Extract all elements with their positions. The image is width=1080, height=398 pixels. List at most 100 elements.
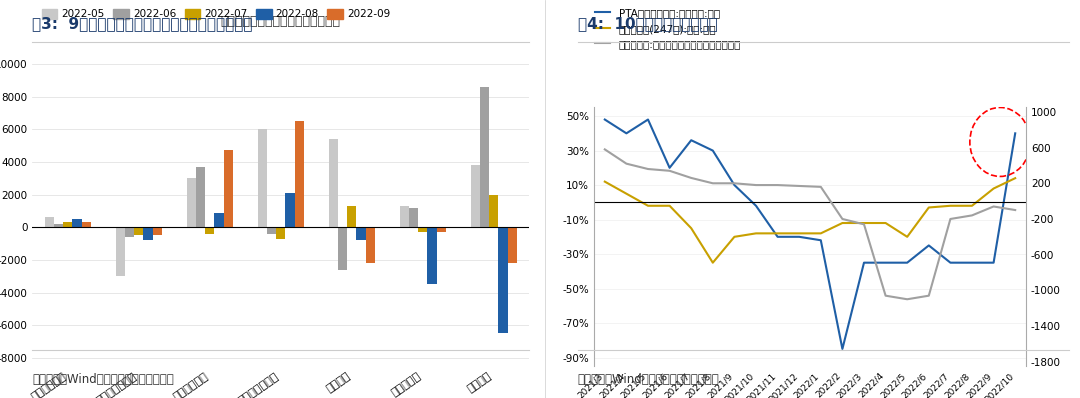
Bar: [471, 165, 480, 227]
Bar: [295, 121, 303, 227]
地铁客运量:上海同比增加（万人次，右轴）: [793, 183, 806, 188]
Bar: [428, 227, 436, 285]
Bar: [347, 206, 356, 227]
Line: 地铁客运量:上海同比增加（万人次，右轴）: 地铁客运量:上海同比增加（万人次，右轴）: [605, 149, 1015, 299]
地铁客运量:上海同比增加（万人次，右轴）: [836, 217, 849, 221]
PTA产业链负荷率:江浙织机:同比: [750, 203, 762, 208]
Line: PTA产业链负荷率:江浙织机:同比: PTA产业链负荷率:江浙织机:同比: [605, 119, 1015, 349]
PTA产业链负荷率:江浙织机:同比: [771, 234, 784, 239]
高炉开工率(247家):全国:同比: [901, 234, 914, 239]
高炉开工率(247家):全国:同比: [750, 231, 762, 236]
Bar: [44, 217, 54, 227]
PTA产业链负荷率:江浙织机:同比: [598, 117, 611, 122]
Bar: [508, 227, 516, 263]
地铁客运量:上海同比增加（万人次，右轴）: [858, 222, 870, 227]
Bar: [144, 227, 152, 240]
Text: 图3:  9月社融结构：企业长短期贷款继续明显回升: 图3: 9月社融结构：企业长短期贷款继续明显回升: [32, 16, 253, 31]
Bar: [215, 213, 224, 227]
PTA产业链负荷率:江浙织机:同比: [1009, 131, 1022, 136]
Bar: [224, 150, 233, 227]
地铁客运量:上海同比增加（万人次，右轴）: [1009, 208, 1022, 213]
PTA产业链负荷率:江浙织机:同比: [685, 138, 698, 142]
Bar: [134, 227, 144, 236]
Bar: [54, 224, 64, 227]
PTA产业链负荷率:江浙织机:同比: [944, 260, 957, 265]
Bar: [258, 129, 267, 227]
Bar: [409, 208, 418, 227]
高炉开工率(247家):全国:同比: [922, 205, 935, 210]
高炉开工率(247家):全国:同比: [706, 260, 719, 265]
高炉开工率(247家):全国:同比: [663, 203, 676, 208]
高炉开工率(247家):全国:同比: [836, 220, 849, 225]
高炉开工率(247家):全国:同比: [987, 186, 1000, 191]
PTA产业链负荷率:江浙织机:同比: [987, 260, 1000, 265]
PTA产业链负荷率:江浙织机:同比: [663, 166, 676, 170]
地铁客运量:上海同比增加（万人次，右轴）: [750, 183, 762, 187]
地铁客运量:上海同比增加（万人次，右轴）: [706, 181, 719, 186]
Bar: [418, 227, 428, 232]
高炉开工率(247家):全国:同比: [771, 231, 784, 236]
PTA产业链负荷率:江浙织机:同比: [706, 148, 719, 153]
Legend: PTA产业链负荷率:江浙织机:同比, 高炉开工率(247家):全国:同比, 地铁客运量:上海同比增加（万人次，右轴）: PTA产业链负荷率:江浙织机:同比, 高炉开工率(247家):全国:同比, 地铁…: [591, 4, 745, 53]
地铁客运量:上海同比增加（万人次，右轴）: [685, 176, 698, 180]
Bar: [328, 139, 338, 227]
高炉开工率(247家):全国:同比: [620, 191, 633, 196]
Line: 高炉开工率(247家):全国:同比: 高炉开工率(247家):全国:同比: [605, 178, 1015, 263]
Bar: [338, 227, 347, 270]
Bar: [72, 219, 82, 227]
Bar: [285, 193, 295, 227]
Bar: [205, 227, 215, 234]
Bar: [152, 227, 162, 236]
Text: 数据来源：Wind，广发证券发展研究中心: 数据来源：Wind，广发证券发展研究中心: [32, 373, 174, 386]
高炉开工率(247家):全国:同比: [598, 179, 611, 184]
高炉开工率(247家):全国:同比: [642, 203, 654, 208]
PTA产业链负荷率:江浙织机:同比: [814, 238, 827, 243]
Text: 数据来源：Wind，广发证券发展研究中心: 数据来源：Wind，广发证券发展研究中心: [578, 373, 719, 386]
PTA产业链负荷率:江浙织机:同比: [858, 260, 870, 265]
高炉开工率(247家):全国:同比: [944, 203, 957, 208]
PTA产业链负荷率:江浙织机:同比: [966, 260, 978, 265]
PTA产业链负荷率:江浙织机:同比: [642, 117, 654, 122]
Bar: [356, 227, 366, 240]
高炉开工率(247家):全国:同比: [814, 231, 827, 236]
地铁客运量:上海同比增加（万人次，右轴）: [922, 293, 935, 298]
高炉开工率(247家):全国:同比: [793, 231, 806, 236]
高炉开工率(247家):全国:同比: [879, 220, 892, 225]
Bar: [436, 227, 446, 232]
PTA产业链负荷率:江浙织机:同比: [620, 131, 633, 136]
高炉开工率(247家):全国:同比: [685, 226, 698, 230]
高炉开工率(247家):全国:同比: [858, 220, 870, 225]
PTA产业链负荷率:江浙织机:同比: [922, 243, 935, 248]
地铁客运量:上海同比增加（万人次，右轴）: [879, 293, 892, 298]
Bar: [400, 206, 409, 227]
Bar: [498, 227, 508, 334]
Bar: [489, 195, 498, 227]
Bar: [116, 227, 125, 276]
PTA产业链负荷率:江浙织机:同比: [793, 234, 806, 239]
Bar: [366, 227, 375, 263]
地铁客运量:上海同比增加（万人次，右轴）: [642, 167, 654, 172]
地铁客运量:上海同比增加（万人次，右轴）: [987, 204, 1000, 209]
PTA产业链负荷率:江浙织机:同比: [879, 260, 892, 265]
Bar: [125, 227, 134, 237]
Bar: [276, 227, 285, 239]
PTA产业链负荷率:江浙织机:同比: [901, 260, 914, 265]
地铁客运量:上海同比增加（万人次，右轴）: [663, 168, 676, 173]
高炉开工率(247家):全国:同比: [728, 234, 741, 239]
Title: 社会融资主要分项同比多增（亿元）: 社会融资主要分项同比多增（亿元）: [220, 15, 341, 28]
Bar: [64, 222, 72, 227]
Bar: [195, 167, 205, 227]
地铁客运量:上海同比增加（万人次，右轴）: [728, 181, 741, 186]
地铁客运量:上海同比增加（万人次，右轴）: [901, 297, 914, 302]
地铁客运量:上海同比增加（万人次，右轴）: [944, 217, 957, 221]
Bar: [82, 222, 91, 227]
Bar: [267, 227, 276, 234]
PTA产业链负荷率:江浙织机:同比: [836, 347, 849, 351]
Bar: [187, 178, 195, 227]
高炉开工率(247家):全国:同比: [966, 203, 978, 208]
PTA产业链负荷率:江浙织机:同比: [728, 183, 741, 187]
Legend: 2022-05, 2022-06, 2022-07, 2022-08, 2022-09: 2022-05, 2022-06, 2022-07, 2022-08, 2022…: [38, 5, 394, 23]
Bar: [480, 87, 489, 227]
地铁客运量:上海同比增加（万人次，右轴）: [620, 161, 633, 166]
高炉开工率(247家):全国:同比: [1009, 176, 1022, 181]
